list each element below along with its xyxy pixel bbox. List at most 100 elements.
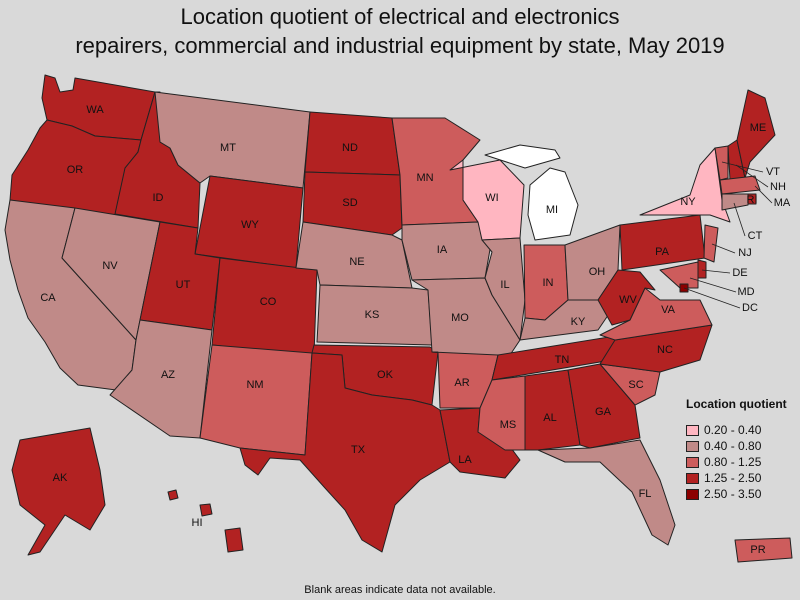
state-label-ks: KS xyxy=(365,309,380,321)
state-nm[interactable] xyxy=(199,344,313,456)
legend-item: 1.25 - 2.50 xyxy=(686,470,787,486)
state-label-ok: OK xyxy=(377,369,394,381)
leader-line-de xyxy=(701,269,731,274)
state-label-nj: NJ xyxy=(738,247,751,259)
legend-swatch xyxy=(686,456,699,468)
state-al[interactable] xyxy=(524,369,581,451)
legend-item: 0.20 - 0.40 xyxy=(686,422,787,438)
state-label-fl: FL xyxy=(639,488,652,500)
state-label-ms: MS xyxy=(500,419,517,431)
state-label-tn: TN xyxy=(555,354,570,366)
legend-item: 0.80 - 1.25 xyxy=(686,454,787,470)
state-vt[interactable] xyxy=(714,145,729,181)
state-label-ga: GA xyxy=(595,406,612,418)
state-label-nh: NH xyxy=(770,181,786,193)
legend-title: Location quotient xyxy=(686,397,787,411)
state-pa[interactable] xyxy=(619,214,706,271)
state-label-id: ID xyxy=(153,192,164,204)
legend-label: 1.25 - 2.50 xyxy=(704,471,762,485)
legend-label: 2.50 - 3.50 xyxy=(704,487,762,501)
legend: Location quotient 0.20 - 0.40 0.40 - 0.80… xyxy=(686,397,787,502)
leader-line-ct xyxy=(733,202,746,237)
state-label-in: IN xyxy=(543,277,554,289)
state-label-wy: WY xyxy=(241,219,259,231)
state-label-vt: VT xyxy=(766,166,780,178)
state-label-ia: IA xyxy=(437,244,448,256)
state-fl[interactable] xyxy=(537,439,676,546)
state-label-md: MD xyxy=(737,286,754,298)
state-il[interactable] xyxy=(481,237,526,341)
state-label-ut: UT xyxy=(176,279,191,291)
map-title: Location quotient of electrical and elec… xyxy=(0,2,800,60)
leader-line-ma xyxy=(754,185,773,204)
legend-item: 0.40 - 0.80 xyxy=(686,438,787,454)
state-label-ca: CA xyxy=(40,292,56,304)
state-md[interactable] xyxy=(659,261,699,289)
legend-label: 0.20 - 0.40 xyxy=(704,423,762,437)
state-label-ne: NE xyxy=(349,256,364,268)
state-label-sc: SC xyxy=(628,379,643,391)
state-ma[interactable] xyxy=(719,175,761,195)
state-label-nm: NM xyxy=(246,379,263,391)
leader-line-md xyxy=(689,277,737,293)
state-label-ri: RI xyxy=(747,194,758,206)
state-label-ky: KY xyxy=(571,316,586,328)
state-label-wv: WV xyxy=(619,294,637,306)
title-line-1: Location quotient of electrical and elec… xyxy=(180,4,620,29)
state-label-nv: NV xyxy=(102,260,118,272)
state-label-ct: CT xyxy=(748,230,763,242)
state-label-me: ME xyxy=(750,122,767,134)
state-mi[interactable] xyxy=(484,144,579,241)
state-label-la: LA xyxy=(458,454,472,466)
legend-rows: 0.20 - 0.40 0.40 - 0.80 0.80 - 1.25 1.25 - … xyxy=(686,422,787,502)
state-label-mn: MN xyxy=(416,172,433,184)
legend-label: 0.80 - 1.25 xyxy=(704,455,762,469)
legend-swatch xyxy=(686,440,699,452)
state-label-dc: DC xyxy=(742,302,758,314)
state-label-sd: SD xyxy=(342,197,357,209)
legend-label: 0.40 - 0.80 xyxy=(704,439,762,453)
leader-line-nj xyxy=(711,243,736,254)
state-label-va: VA xyxy=(661,304,676,316)
state-label-co: CO xyxy=(260,296,277,308)
state-az[interactable] xyxy=(109,319,213,439)
state-ak[interactable] xyxy=(11,427,106,556)
leader-line-nh xyxy=(735,164,769,188)
state-label-mo: MO xyxy=(451,312,469,324)
state-label-or: OR xyxy=(67,164,84,176)
title-line-2: repairers, commercial and industrial equ… xyxy=(75,33,725,58)
state-de[interactable] xyxy=(697,259,707,279)
state-label-de: DE xyxy=(732,267,747,279)
state-label-mi: MI xyxy=(546,204,558,216)
state-nj[interactable] xyxy=(703,224,719,263)
state-label-hi: HI xyxy=(192,517,203,529)
state-label-oh: OH xyxy=(589,266,606,278)
state-label-pr: PR xyxy=(750,544,765,556)
state-pr[interactable] xyxy=(734,537,793,563)
state-label-az: AZ xyxy=(161,369,175,381)
state-label-nc: NC xyxy=(657,344,673,356)
state-label-mt: MT xyxy=(220,142,236,154)
legend-swatch xyxy=(686,488,699,500)
state-me[interactable] xyxy=(736,89,776,179)
legend-swatch xyxy=(686,472,699,484)
legend-swatch xyxy=(686,424,699,436)
state-ct[interactable] xyxy=(721,193,749,211)
state-label-ar: AR xyxy=(454,377,469,389)
legend-item: 2.50 - 3.50 xyxy=(686,486,787,502)
state-label-wi: WI xyxy=(485,192,498,204)
leader-line-dc xyxy=(683,287,741,309)
state-label-nd: ND xyxy=(342,142,358,154)
state-label-il: IL xyxy=(500,279,509,291)
state-label-tx: TX xyxy=(351,444,366,456)
state-label-ny: NY xyxy=(680,196,696,208)
state-label-pa: PA xyxy=(655,246,670,258)
leader-line-vt xyxy=(721,161,764,173)
state-label-wa: WA xyxy=(86,104,104,116)
state-sd[interactable] xyxy=(302,171,403,236)
state-label-ak: AK xyxy=(53,472,68,484)
footnote: Blank areas indicate data not available. xyxy=(304,584,496,596)
state-hi[interactable] xyxy=(167,489,244,553)
state-tx[interactable] xyxy=(239,352,451,553)
state-label-al: AL xyxy=(543,412,556,424)
